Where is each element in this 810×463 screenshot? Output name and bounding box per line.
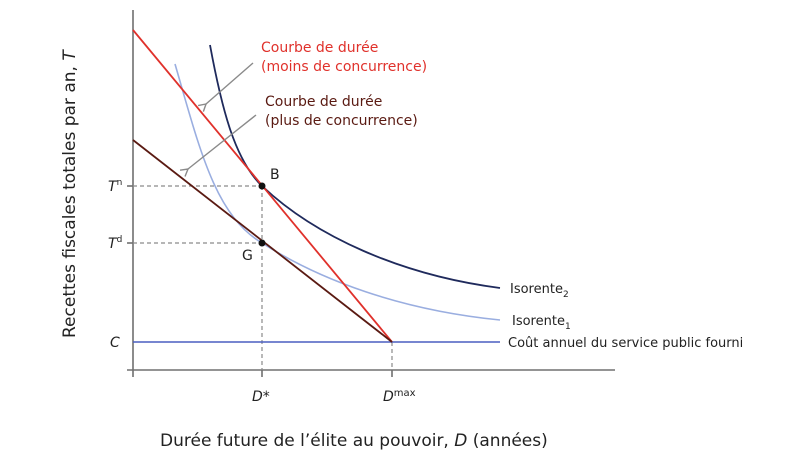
arrow-brown-annotation <box>179 114 257 177</box>
arrow-red-annotation <box>197 62 254 112</box>
y-axis-title: Recettes fiscales totales par an, T <box>60 49 80 338</box>
x-axis-title: Durée future de l’élite au pouvoir, D (a… <box>160 431 548 451</box>
point-g-label: G <box>242 248 253 264</box>
x-tick-dstar-label: D* <box>252 389 270 405</box>
guide-lines <box>133 185 393 370</box>
y-tick-tn-label: Tn <box>108 178 122 195</box>
point-b <box>258 182 266 190</box>
y-tick-td-label: Td <box>108 235 122 252</box>
axes <box>127 10 615 377</box>
isorente-2-curve <box>209 44 501 289</box>
annotation-brown-line2: (plus de concurrence) <box>265 113 418 129</box>
point-b-label: B <box>270 167 280 183</box>
isorente-1-label: Isorente1 <box>512 314 571 332</box>
cost-line-label: Coût annuel du service public fourni <box>508 336 743 351</box>
annotation-red-line1: Courbe de durée <box>261 40 378 56</box>
annotation-brown-line1: Courbe de durée <box>265 94 382 110</box>
isorente-2-label: Isorente2 <box>510 282 569 300</box>
point-g <box>258 239 266 247</box>
y-tick-c-label: C <box>110 335 120 351</box>
annotation-red-line2: (moins de concurrence) <box>261 59 427 75</box>
x-tick-dmax-label: Dmax <box>383 388 416 405</box>
